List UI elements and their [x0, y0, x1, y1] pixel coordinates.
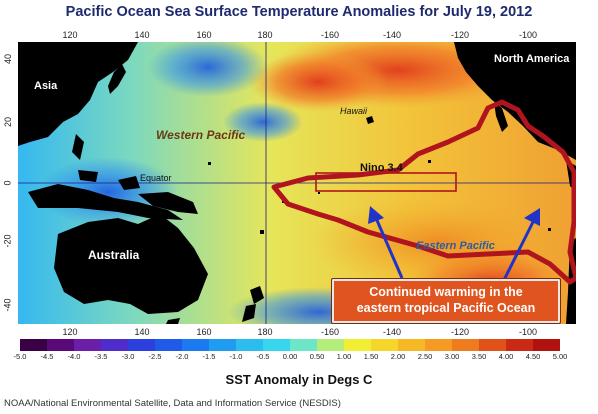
colorbar-swatch	[47, 339, 75, 351]
colorbar-swatch	[290, 339, 318, 351]
label-equator: Equator	[140, 173, 172, 183]
label-north-america: North America	[494, 53, 570, 65]
lon-tick-bottom: 120	[62, 327, 78, 337]
lon-tick-top: -140	[382, 30, 402, 40]
colorbar-tick-label: 4.00	[498, 352, 514, 361]
colorbar-tick-label: -1.0	[229, 352, 243, 361]
lon-tick-top: 120	[62, 30, 78, 40]
colorbar-swatch	[425, 339, 453, 351]
colorbar-swatch	[155, 339, 183, 351]
colorbar-swatch	[209, 339, 237, 351]
colorbar-swatch	[101, 339, 129, 351]
colorbar-swatch	[182, 339, 210, 351]
lat-tick: -40	[2, 298, 13, 312]
colorbar-swatch	[263, 339, 291, 351]
lon-tick-top: 180	[257, 30, 273, 40]
colorbar-tick-label: -3.0	[121, 352, 135, 361]
colorbar-swatch	[317, 339, 345, 351]
lon-tick-bottom: -100	[518, 327, 538, 337]
lon-tick-bottom: -140	[382, 327, 402, 337]
colorbar-tick-label: -1.5	[202, 352, 216, 361]
colorbar-title: SST Anomaly in Degs C	[225, 372, 373, 387]
callout-line-2: eastern tropical Pacific Ocean	[356, 301, 536, 315]
label-asia: Asia	[34, 80, 58, 92]
colorbar-tick-label: -3.5	[94, 352, 108, 361]
label-eastern-pacific: Eastern Pacific	[416, 240, 495, 252]
map-title: Pacific Ocean Sea Surface Temperature An…	[65, 4, 533, 20]
colorbar-swatch	[371, 339, 399, 351]
colorbar-swatches	[20, 339, 561, 351]
lon-tick-top: -160	[320, 30, 340, 40]
colorbar-tick-label: 3.00	[444, 352, 460, 361]
lat-tick: 20	[3, 116, 14, 128]
colorbar-ticks: -5.0 -4.5 -4.0 -3.5 -3.0 -2.5 -2.0 -1.5 -1.0 -0.5…	[14, 352, 568, 362]
colorbar-swatch	[20, 339, 48, 351]
lon-tick-bottom: 160	[196, 327, 212, 337]
colorbar-swatch	[398, 339, 426, 351]
callout-line-1: Continued warming in the	[369, 285, 523, 299]
colorbar-swatch	[452, 339, 480, 351]
colorbar-tick-label: 2.00	[390, 352, 406, 361]
source-credit: NOAA/National Environmental Satellite, D…	[4, 398, 341, 409]
lon-tick-top: 160	[196, 30, 212, 40]
colorbar-tick-label: -2.0	[175, 352, 189, 361]
colorbar-swatch	[74, 339, 102, 351]
colorbar-swatch	[128, 339, 156, 351]
label-hawaii: Hawaii	[340, 106, 368, 116]
lon-tick-bottom: 180	[257, 327, 273, 337]
colorbar-tick-label: -4.0	[67, 352, 81, 361]
colorbar	[20, 338, 561, 351]
colorbar-tick-label: 0.50	[309, 352, 325, 361]
lat-tick: 40	[3, 53, 14, 65]
colorbar-swatch	[236, 339, 264, 351]
colorbar-tick-label: -2.5	[148, 352, 162, 361]
colorbar-tick-label: 4.50	[525, 352, 541, 361]
colorbar-tick-label: 5.00	[552, 352, 568, 361]
lon-tick-top: -120	[450, 30, 470, 40]
colorbar-tick-label: 2.50	[417, 352, 433, 361]
lon-tick-top: -100	[518, 30, 538, 40]
lon-tick-bottom: -120	[450, 327, 470, 337]
callout-box: Continued warming in the eastern tropica…	[331, 278, 561, 324]
colorbar-tick-label: -5.0	[13, 352, 27, 361]
label-australia: Australia	[88, 248, 140, 262]
colorbar-tick-label: 0.00	[282, 352, 298, 361]
lon-tick-bottom: 140	[134, 327, 150, 337]
sst-anomaly-map	[18, 42, 576, 324]
label-nino-3-4: Nino 3.4	[360, 162, 403, 174]
lon-tick-top: 140	[134, 30, 150, 40]
colorbar-swatch	[506, 339, 534, 351]
lon-tick-bottom: -160	[320, 327, 340, 337]
colorbar-tick-label: 1.00	[336, 352, 352, 361]
colorbar-swatch	[344, 339, 372, 351]
label-western-pacific: Western Pacific	[156, 128, 246, 142]
colorbar-tick-label: 1.50	[363, 352, 379, 361]
colorbar-swatch	[479, 339, 507, 351]
colorbar-tick-label: 3.50	[471, 352, 487, 361]
colorbar-swatch	[533, 339, 561, 351]
colorbar-tick-label: -4.5	[40, 352, 54, 361]
lat-tick: -20	[2, 234, 13, 248]
colorbar-tick-label: -0.5	[256, 352, 270, 361]
lat-tick: 0	[2, 180, 13, 186]
